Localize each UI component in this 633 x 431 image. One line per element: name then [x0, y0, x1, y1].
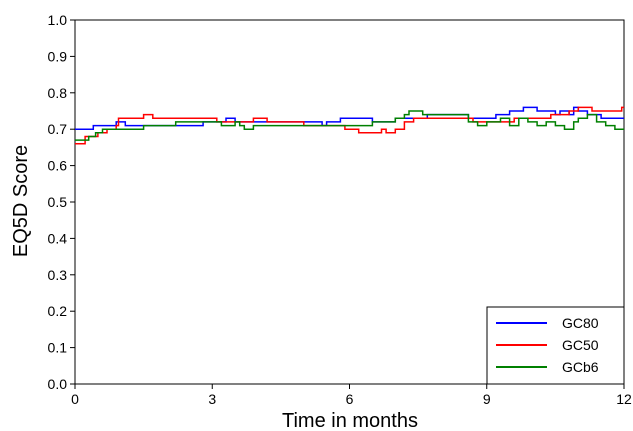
x-tick-label: 3 [208, 391, 216, 407]
y-tick-label: 0.2 [48, 303, 68, 319]
series-line-gc50 [75, 106, 624, 145]
axes: 0.0 0.1 0.2 0.3 0.4 0.5 0.6 0.7 0.8 0.9 1.0 0 3 6 9 12 [48, 12, 632, 407]
legend-label: GC50 [562, 337, 599, 353]
y-tick-label: 0.0 [48, 376, 68, 392]
y-tick-label: 1.0 [48, 12, 68, 28]
legend-label: GCb6 [562, 359, 599, 375]
y-tick-label: 0.6 [48, 158, 68, 174]
x-tick-label: 9 [483, 391, 491, 407]
y-tick-label: 0.5 [48, 194, 68, 210]
x-tick-label: 6 [346, 391, 354, 407]
y-tick-label: 0.3 [48, 267, 68, 283]
series-layer [75, 106, 624, 145]
y-tick-label: 0.8 [48, 85, 68, 101]
y-tick-label: 0.4 [48, 230, 68, 246]
y-tick-label: 0.1 [48, 340, 68, 356]
legend-label: GC80 [562, 315, 599, 331]
x-tick-label: 12 [616, 391, 632, 407]
series-line-gcb6 [75, 110, 624, 141]
y-axis-title: EQ5D Score [10, 145, 32, 257]
x-axis-title: Time in months [282, 410, 418, 431]
x-tick-label: 0 [71, 391, 79, 407]
y-tick-label: 0.9 [48, 48, 68, 64]
legend: GC80 GC50 GCb6 [486, 306, 625, 385]
y-tick-label: 0.7 [48, 121, 68, 137]
